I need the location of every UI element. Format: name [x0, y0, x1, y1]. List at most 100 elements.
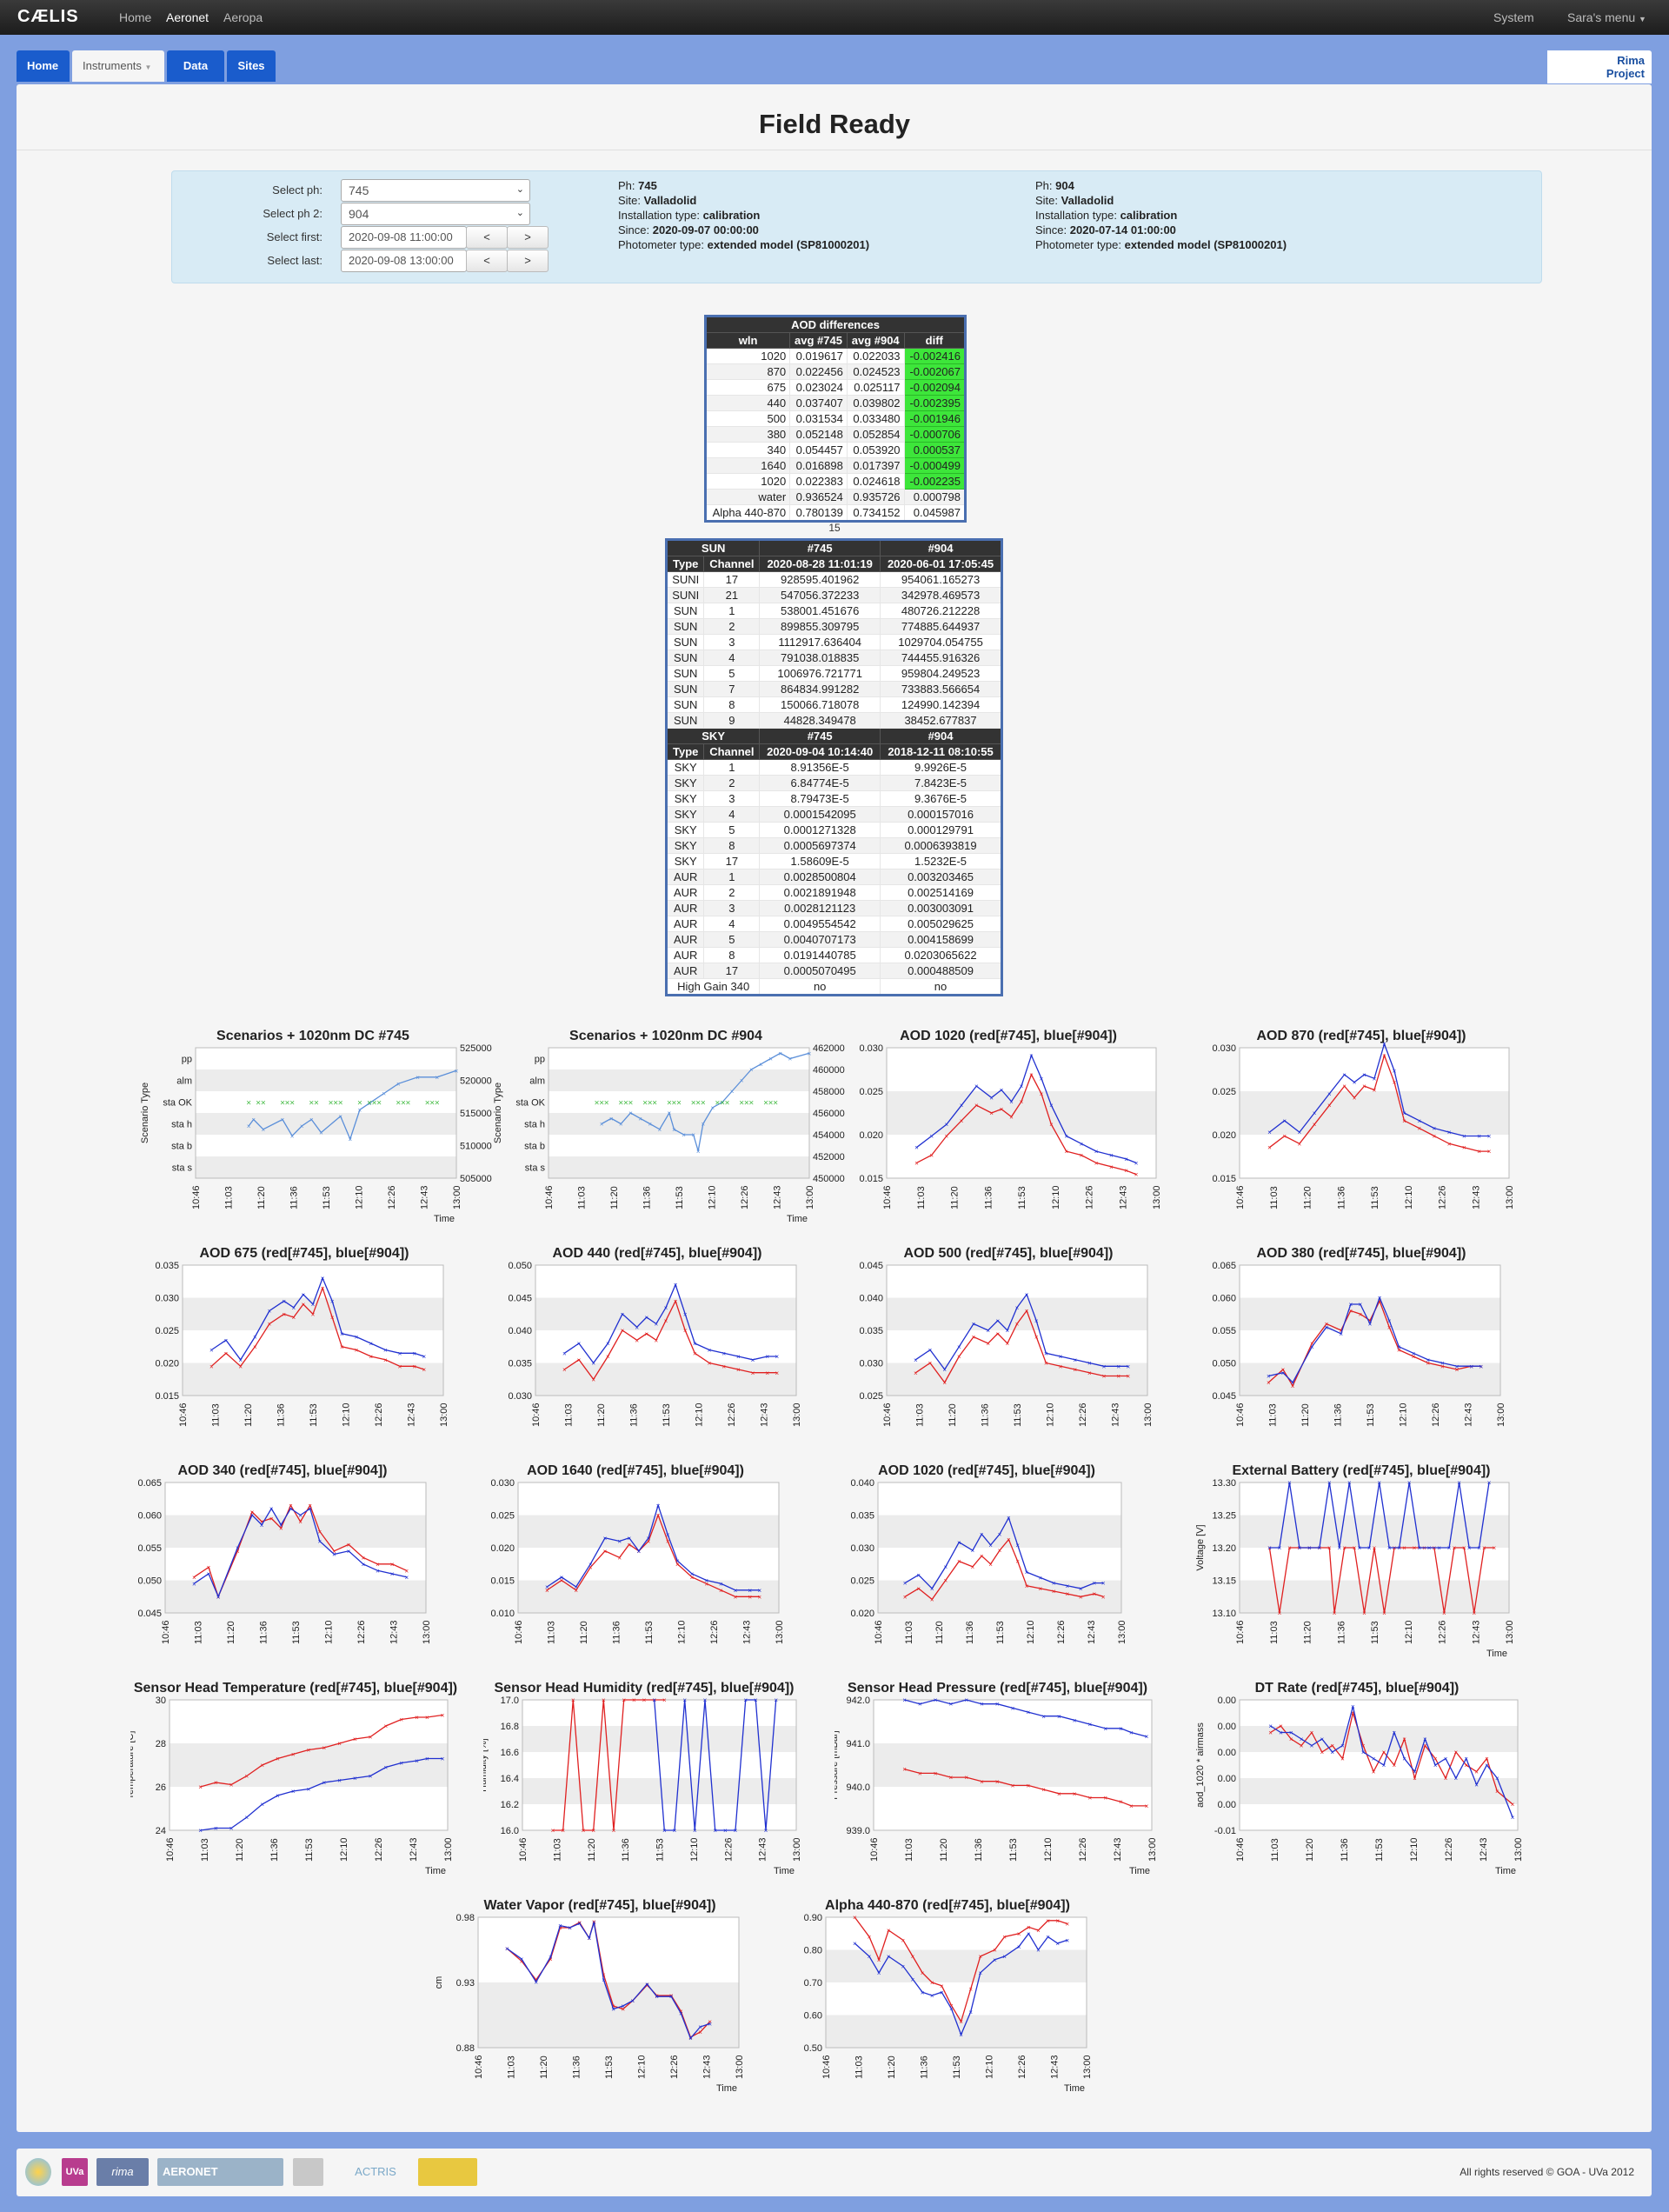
series-marker: ×: [1281, 1369, 1286, 1377]
y-tick-label: 0.035: [850, 1511, 874, 1522]
series-marker: ×: [322, 1779, 326, 1787]
series-line: [601, 1052, 810, 1151]
label: Since:: [1035, 223, 1067, 237]
series-marker: ×: [577, 1920, 582, 1928]
x-tick-label: 12:26: [356, 1620, 367, 1644]
nav-aeronet[interactable]: Aeronet: [166, 10, 209, 24]
series-marker: ×: [725, 1099, 730, 1109]
series-marker: ×: [1387, 1544, 1392, 1552]
select-ph-dropdown[interactable]: 745 ⌄: [341, 179, 530, 202]
nav-aeropa[interactable]: Aeropa: [223, 10, 263, 24]
first-prev-button[interactable]: <: [466, 226, 508, 249]
series-marker: ×: [251, 1116, 256, 1124]
series-marker: ×: [1055, 1940, 1060, 1948]
table-cell: 0.052148: [789, 426, 848, 443]
series-marker: ×: [192, 1580, 196, 1588]
nav-home[interactable]: Home: [119, 10, 152, 24]
table-row: SUN 9 44828.349478 38452.677837: [665, 712, 1002, 729]
series-marker: ×: [568, 1924, 572, 1932]
series-marker: ×: [1006, 1327, 1010, 1335]
last-prev-button[interactable]: <: [466, 250, 508, 272]
since-value: 2020-09-07 00:00:00: [652, 223, 759, 237]
plot-band: [874, 1743, 1152, 1787]
series-marker: ×: [1009, 1098, 1014, 1106]
plot-band: [887, 1048, 1156, 1091]
x-tick-label: 13:00: [452, 1185, 462, 1209]
x-tick-label: 12:10: [695, 1402, 705, 1427]
table-cell: 899855.309795: [759, 618, 881, 635]
first-next-button[interactable]: >: [507, 226, 549, 249]
series-marker: ×: [591, 1376, 595, 1383]
tab-data[interactable]: Data: [167, 50, 224, 82]
series-marker: ×: [971, 1563, 975, 1571]
series-marker: ×: [1026, 1709, 1030, 1716]
series-marker: ×: [1079, 1585, 1083, 1593]
series-line: [1269, 1053, 1489, 1152]
x-tick-label: 11:20: [235, 1838, 245, 1862]
series-marker: ×: [429, 1099, 435, 1109]
series-line: [1268, 1296, 1481, 1384]
series-marker: ×: [279, 1522, 283, 1529]
col-header: 2020-09-04 10:14:40: [759, 743, 881, 760]
x-tick-label: 11:36: [1336, 1186, 1347, 1209]
x-tick-label: 11:20: [934, 1621, 945, 1644]
select-ph2-dropdown[interactable]: 904 ⌄: [341, 203, 530, 225]
table-cell: 0.0040707173: [759, 931, 881, 948]
select-last-input[interactable]: 2020-09-08 13:00:00: [341, 250, 467, 272]
x-tick-label: 11:53: [662, 1403, 672, 1427]
series-marker: ×: [582, 1827, 586, 1835]
y-tick-label: 0.030: [859, 1359, 883, 1369]
series-marker: ×: [964, 1696, 968, 1704]
tab-instruments[interactable]: Instruments ▼: [72, 50, 164, 82]
series-marker: ×: [357, 1099, 362, 1109]
chart-c9: AOD 340 (red[#745], blue[#904]) 10:46 11:0…: [130, 1463, 435, 1681]
series-marker: ×: [696, 1148, 701, 1156]
plot-frame: [517, 1482, 780, 1614]
series-marker: ×: [1330, 1742, 1334, 1750]
series-marker: ×: [1359, 1310, 1363, 1318]
plot-frame: [1239, 1699, 1519, 1831]
series-marker: ×: [587, 1935, 591, 1942]
series-marker: ×: [703, 1696, 708, 1704]
nav-system[interactable]: System: [1493, 10, 1534, 24]
plot-band: [874, 1787, 1152, 1830]
series-marker: ×: [289, 1502, 293, 1509]
chart-title: DT Rate (red[#745], blue[#904]): [1254, 1681, 1460, 1696]
y-tick-label: 16.0: [501, 1826, 519, 1836]
y-tick-label: 28: [156, 1739, 166, 1749]
y-tick-label: 0.035: [508, 1359, 532, 1369]
col-header: 2020-08-28 11:01:19: [759, 556, 881, 572]
x-tick-label: 12:43: [1479, 1837, 1489, 1862]
table-cell: Alpha 440-870: [704, 504, 791, 522]
series-marker: ×: [1433, 1125, 1437, 1133]
chart-title: Scenarios + 1020nm DC #745: [216, 1029, 409, 1043]
series-marker: ×: [599, 1099, 604, 1109]
series-marker: ×: [314, 1099, 319, 1109]
series-marker: ×: [1000, 1087, 1004, 1095]
series-line: [1269, 1482, 1490, 1549]
chart-c17: Water Vapor (red[#745], blue[#904]) 10:46…: [435, 1898, 765, 2115]
y-tick-label: 0.015: [1212, 1174, 1236, 1184]
series-line: [210, 1286, 425, 1370]
x-tick-label: 11:53: [995, 1621, 1006, 1644]
last-next-button[interactable]: >: [507, 250, 549, 272]
tab-sites[interactable]: Sites: [227, 50, 276, 82]
series-marker: ×: [708, 1347, 712, 1355]
chart-c16: DT Rate (red[#745], blue[#904]) 10:46 11:0…: [1187, 1681, 1526, 1898]
series-marker: ×: [993, 1956, 997, 1964]
series-marker: ×: [1124, 1167, 1128, 1175]
y2-tick-label: 454000: [813, 1130, 845, 1141]
series-marker: ×: [330, 1297, 335, 1305]
tab-home[interactable]: Home: [17, 50, 70, 82]
series-marker: ×: [1433, 1762, 1438, 1769]
brand-logo[interactable]: CÆLIS: [17, 7, 79, 26]
series-marker: ×: [734, 1587, 738, 1595]
series-marker: ×: [911, 1975, 915, 1983]
x-tick-label: 12:26: [1056, 1620, 1067, 1644]
nav-user-menu[interactable]: Sara's menu ▼: [1567, 10, 1646, 24]
table-row: Alpha 440-870 0.780139 0.734152 0.045987: [704, 504, 967, 522]
series-marker: ×: [1353, 1094, 1357, 1102]
series-marker: ×: [1059, 1363, 1063, 1370]
select-first-input[interactable]: 2020-09-08 11:00:00: [341, 226, 467, 249]
series-marker: ×: [1267, 1544, 1272, 1552]
